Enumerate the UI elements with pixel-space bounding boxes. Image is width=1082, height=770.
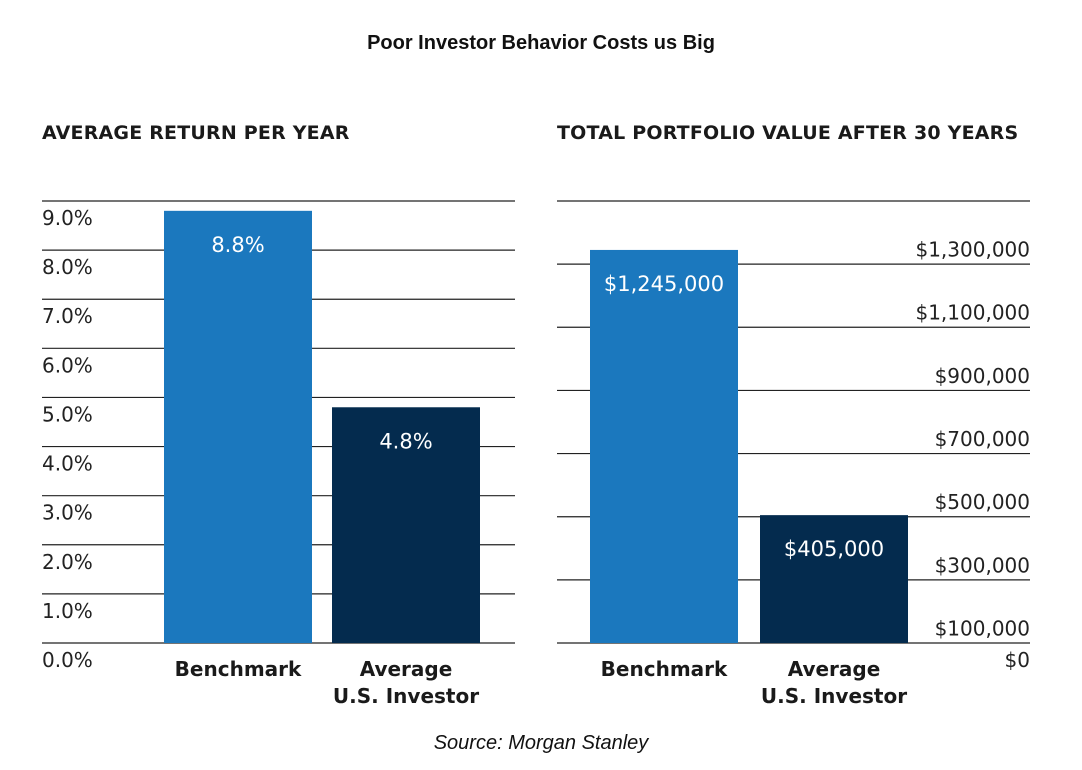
right-ytick-label: $300,000 — [935, 553, 1030, 577]
left-category-label: Average — [360, 657, 453, 681]
right-bar-benchmark — [590, 249, 738, 643]
left-ytick-label: 9.0% — [42, 206, 93, 230]
right-bar-value-label: $1,245,000 — [604, 272, 724, 296]
right-ytick-label: $500,000 — [935, 490, 1030, 514]
right-category-label: Benchmark — [601, 657, 728, 681]
left-ytick-label: 2.0% — [42, 550, 93, 574]
left-chart-title: AVERAGE RETURN PER YEAR — [42, 122, 350, 144]
left-bar-value-label: 4.8% — [379, 429, 432, 453]
left-ytick-label: 3.0% — [42, 501, 93, 525]
left-bar-benchmark — [164, 210, 312, 644]
right-ytick-label: $700,000 — [935, 427, 1030, 451]
right-ytick-label: $1,300,000 — [915, 238, 1030, 262]
left-bar-investor — [332, 407, 480, 643]
chart-main-title: Poor Investor Behavior Costs us Big — [367, 32, 715, 54]
left-category-label: Benchmark — [175, 657, 302, 681]
right-ytick-label: $1,100,000 — [915, 301, 1030, 325]
left-ytick-label: 1.0% — [42, 599, 93, 623]
left-ytick-label: 5.0% — [42, 402, 93, 426]
source-note: Source: Morgan Stanley — [433, 732, 649, 754]
left-ytick-label: 7.0% — [42, 304, 93, 328]
right-ytick-label: $900,000 — [935, 364, 1030, 388]
right-bar-value-label: $405,000 — [784, 537, 884, 561]
right-category-label: Average — [788, 657, 881, 681]
left-bar-value-label: 8.8% — [211, 233, 264, 257]
right-ytick-label: $0 — [1005, 648, 1030, 672]
left-ytick-label: 8.0% — [42, 255, 93, 279]
left-category-label: U.S. Investor — [333, 684, 479, 708]
right-chart-title: TOTAL PORTFOLIO VALUE AFTER 30 YEARS — [557, 122, 1019, 144]
left-ytick-label: 4.0% — [42, 452, 93, 476]
right-bar-investor — [760, 515, 908, 643]
right-ytick-label: $100,000 — [935, 616, 1030, 640]
right-category-label: U.S. Investor — [761, 684, 907, 708]
left-ytick-label: 0.0% — [42, 648, 93, 672]
left-ytick-label: 6.0% — [42, 353, 93, 377]
